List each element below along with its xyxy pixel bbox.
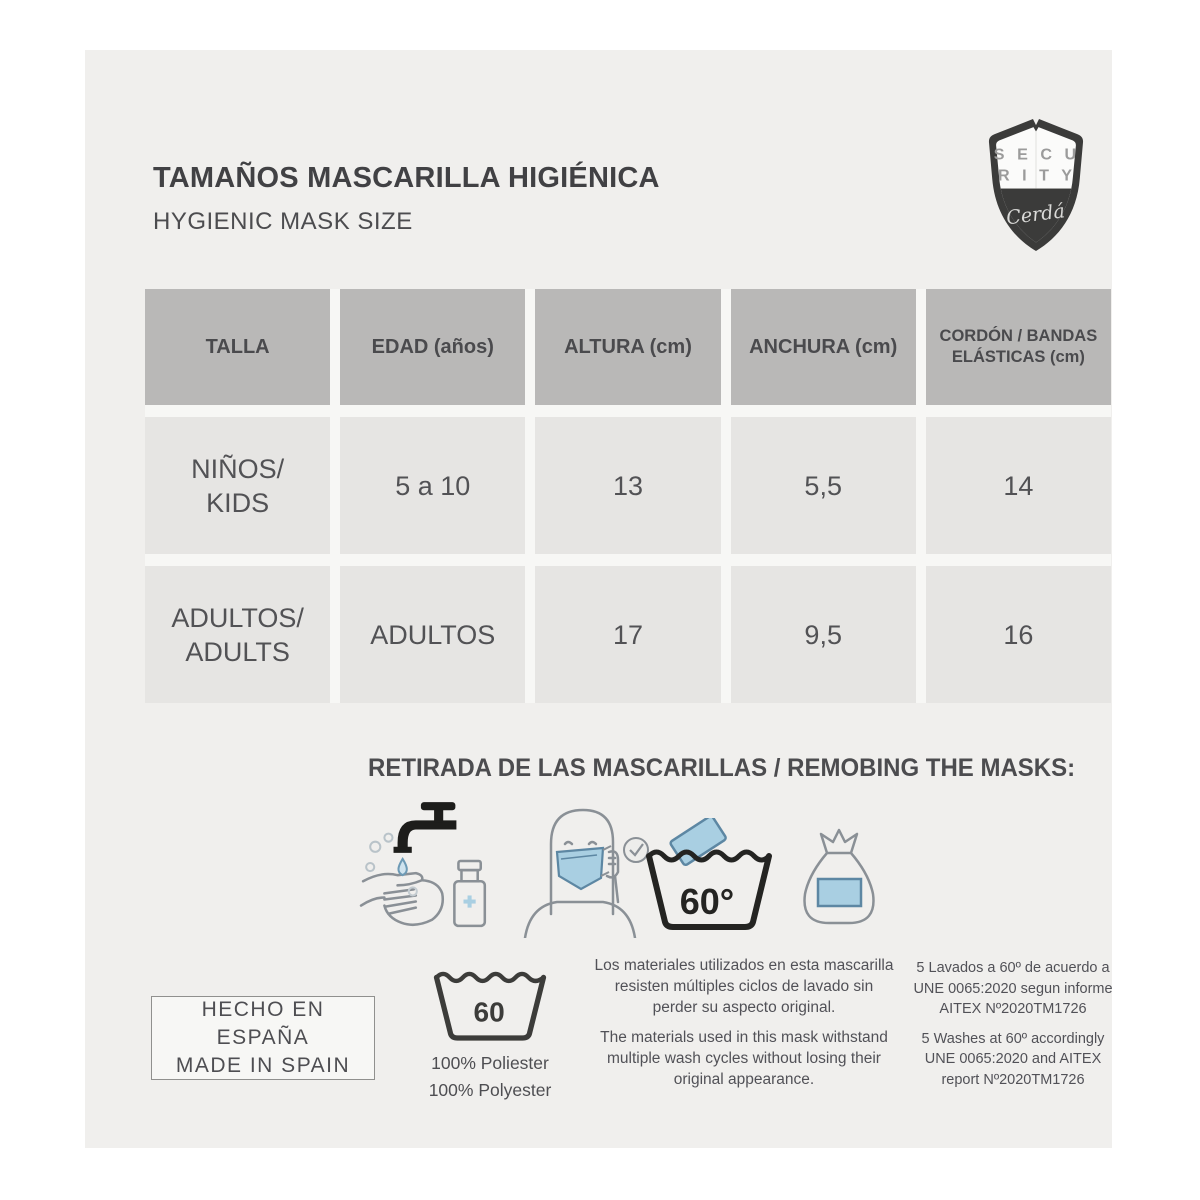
material-es: 100% Poliester bbox=[431, 1053, 549, 1073]
wash-temp-label: 60° bbox=[680, 881, 734, 922]
logo-text-secu: S E C U bbox=[994, 145, 1080, 163]
certification-note: 5 Lavados a 60º de acuerdo a UNE 0065:20… bbox=[913, 958, 1113, 1090]
col-header-altura: ALTURA (cm) bbox=[535, 289, 721, 405]
cell-anchura-kids: 5,5 bbox=[730, 417, 916, 554]
certification-note-es: 5 Lavados a 60º de acuerdo a UNE 0065:20… bbox=[913, 960, 1113, 1017]
water-drop-icon bbox=[397, 857, 408, 877]
cell-altura-adults: 17 bbox=[535, 566, 721, 703]
cell-anchura-adults: 9,5 bbox=[730, 566, 916, 703]
remove-mask-by-strap-icon bbox=[523, 808, 649, 938]
cell-talla-kids-line2: KIDS bbox=[206, 487, 270, 518]
security-cerda-logo-icon: S E C U R I T Y Cerdá bbox=[988, 119, 1084, 251]
wash-hands-icon bbox=[359, 802, 487, 928]
title-block: TAMAÑOS MASCARILLA HIGIÉNICA HYGIENIC MA… bbox=[153, 162, 660, 236]
info-panel: TAMAÑOS MASCARILLA HIGIÉNICA HYGIENIC MA… bbox=[85, 50, 1113, 1148]
cell-cordon-kids: 14 bbox=[925, 417, 1111, 554]
origin-text-en: MADE IN SPAIN bbox=[175, 1054, 351, 1077]
durability-note: Los materiales utilizados en esta mascar… bbox=[593, 955, 895, 1090]
table-row-kids-talla: NIÑOS/ KIDS bbox=[145, 417, 331, 554]
col-header-anchura: ANCHURA (cm) bbox=[730, 289, 916, 405]
col-header-cordon: CORDÓN / BANDAS ELÁSTICAS (cm) bbox=[925, 289, 1111, 405]
wash-at-60-degrees-icon: 60° bbox=[646, 818, 772, 930]
wash-60-care-icon: 60 bbox=[433, 971, 547, 1041]
durability-note-en: The materials used in this mask withstan… bbox=[600, 1029, 888, 1088]
durability-note-es: Los materiales utilizados en esta mascar… bbox=[594, 957, 894, 1016]
cell-talla-kids-line1: NIÑOS/ bbox=[191, 453, 285, 484]
removal-section-title: RETIRADA DE LAS MASCARILLAS / REMOBING T… bbox=[368, 754, 1076, 782]
certification-note-en: 5 Washes at 60º accordingly UNE 0065:202… bbox=[921, 1030, 1105, 1088]
cell-altura-kids: 13 bbox=[535, 417, 721, 554]
logo-text-rity: R I T Y bbox=[998, 166, 1076, 184]
page-subtitle: HYGIENIC MASK SIZE bbox=[153, 208, 413, 235]
cell-talla-adults-line2: ADULTS bbox=[185, 636, 290, 667]
cell-talla-adults-line1: ADULTOS/ bbox=[171, 602, 304, 633]
cell-edad-adults: ADULTOS bbox=[340, 566, 526, 703]
table-row-adults-talla: ADULTOS/ ADULTS bbox=[145, 566, 331, 703]
material-en: 100% Polyester bbox=[428, 1080, 552, 1100]
page-title: TAMAÑOS MASCARILLA HIGIÉNICA bbox=[153, 162, 660, 194]
size-table: TALLA EDAD (años) ALTURA (cm) ANCHURA (c… bbox=[145, 289, 1111, 703]
dispose-mask-in-bag-icon bbox=[803, 828, 875, 925]
origin-text-es: HECHO EN ESPAÑA bbox=[201, 998, 325, 1049]
made-in-spain-badge: HECHO EN ESPAÑA MADE IN SPAIN bbox=[151, 996, 375, 1080]
cell-edad-kids: 5 a 10 bbox=[340, 417, 526, 554]
care-temp-label: 60 bbox=[474, 996, 505, 1027]
cell-cordon-adults: 16 bbox=[925, 566, 1111, 703]
col-header-edad: EDAD (años) bbox=[340, 289, 526, 405]
sanitizer-bottle-icon bbox=[453, 859, 487, 928]
material-composition: 100% Poliester 100% Polyester bbox=[407, 1050, 573, 1104]
col-header-talla: TALLA bbox=[145, 289, 331, 405]
